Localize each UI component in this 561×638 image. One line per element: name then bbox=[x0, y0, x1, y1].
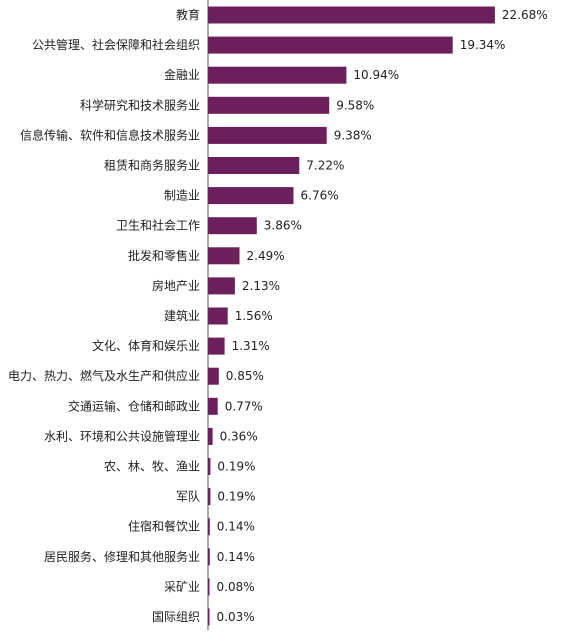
bar bbox=[208, 157, 300, 174]
category-label: 军队 bbox=[176, 489, 200, 504]
value-label: 1.56% bbox=[235, 309, 273, 323]
value-label: 0.14% bbox=[217, 550, 255, 564]
category-label: 房地产业 bbox=[152, 278, 200, 293]
value-label: 10.94% bbox=[353, 68, 399, 82]
category-labels: 教育公共管理、社会保障和社会组织金融业科学研究和技术服务业信息传输、软件和信息技… bbox=[8, 7, 200, 624]
bar bbox=[208, 277, 235, 295]
category-label: 交通运输、仓储和邮政业 bbox=[68, 398, 200, 413]
bar bbox=[208, 518, 210, 536]
value-label: 0.08% bbox=[217, 580, 255, 594]
category-label: 卫生和社会工作 bbox=[116, 218, 200, 233]
category-label: 信息传输、软件和信息技术服务业 bbox=[20, 127, 200, 142]
value-label: 6.76% bbox=[301, 189, 339, 203]
category-label: 采矿业 bbox=[164, 580, 200, 594]
value-label: 9.58% bbox=[336, 98, 374, 112]
category-label: 农、林、牧、渔业 bbox=[104, 460, 200, 474]
bar bbox=[208, 307, 228, 325]
value-label: 0.03% bbox=[217, 610, 255, 624]
category-label: 住宿和餐饮业 bbox=[128, 519, 200, 534]
category-label: 文化、体育和娱乐业 bbox=[92, 338, 200, 353]
value-label: 2.49% bbox=[247, 249, 285, 263]
bar bbox=[208, 427, 213, 445]
bar bbox=[208, 217, 257, 235]
bar bbox=[208, 66, 347, 84]
bar bbox=[208, 608, 210, 626]
category-label: 租赁和商务服务业 bbox=[104, 158, 200, 173]
value-label: 0.19% bbox=[217, 460, 255, 474]
bar bbox=[208, 126, 327, 144]
bar bbox=[208, 548, 210, 566]
category-label: 水利、环境和公共设施管理业 bbox=[44, 428, 200, 443]
value-label: 19.34% bbox=[460, 38, 506, 52]
value-label: 0.19% bbox=[217, 490, 255, 504]
value-labels: 22.68% 19.34% 10.94% 9.58% 9.38% 7.22% 6.76% 3.… bbox=[217, 8, 548, 624]
category-label: 金融业 bbox=[164, 67, 200, 82]
category-label: 国际组织 bbox=[152, 610, 200, 624]
bar bbox=[208, 247, 240, 265]
bar bbox=[208, 397, 218, 415]
value-label: 3.86% bbox=[264, 219, 302, 233]
category-label: 建筑业 bbox=[164, 308, 200, 323]
category-label: 公共管理、社会保障和社会组织 bbox=[32, 37, 200, 52]
value-label: 9.38% bbox=[334, 128, 372, 142]
value-label: 0.85% bbox=[226, 369, 264, 383]
value-label: 22.68% bbox=[502, 8, 548, 22]
category-label: 批发和零售业 bbox=[128, 248, 200, 263]
category-label: 科学研究和技术服务业 bbox=[80, 97, 200, 112]
value-label: 7.22% bbox=[306, 159, 344, 173]
value-label: 0.14% bbox=[217, 520, 255, 534]
category-label: 教育 bbox=[176, 7, 200, 22]
category-label: 制造业 bbox=[164, 189, 200, 203]
bar bbox=[208, 458, 211, 475]
bar bbox=[208, 96, 330, 114]
bar bbox=[208, 6, 495, 24]
value-label: 2.13% bbox=[242, 279, 280, 293]
bar-layer bbox=[208, 6, 495, 626]
bar bbox=[208, 337, 225, 355]
bar bbox=[208, 187, 294, 205]
value-label: 0.77% bbox=[225, 399, 263, 413]
bar bbox=[208, 488, 211, 506]
value-label: 0.36% bbox=[220, 429, 258, 443]
bar bbox=[208, 578, 210, 596]
bar bbox=[208, 367, 219, 385]
category-label: 电力、热力、燃气及水生产和供应业 bbox=[8, 368, 200, 383]
value-label: 1.31% bbox=[232, 339, 270, 353]
category-label: 居民服务、修理和其他服务业 bbox=[44, 549, 200, 564]
bar bbox=[208, 36, 453, 54]
